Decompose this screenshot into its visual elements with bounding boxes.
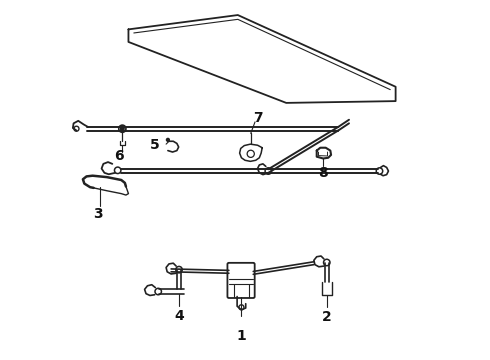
Text: 7: 7 (253, 111, 262, 125)
Text: 8: 8 (318, 166, 328, 180)
Text: 1: 1 (237, 329, 246, 343)
Circle shape (121, 127, 124, 131)
Text: 2: 2 (322, 310, 332, 324)
Text: 4: 4 (174, 309, 184, 323)
Circle shape (167, 138, 170, 141)
Text: 6: 6 (114, 149, 123, 163)
Text: 3: 3 (93, 207, 103, 221)
Text: 5: 5 (150, 138, 160, 152)
